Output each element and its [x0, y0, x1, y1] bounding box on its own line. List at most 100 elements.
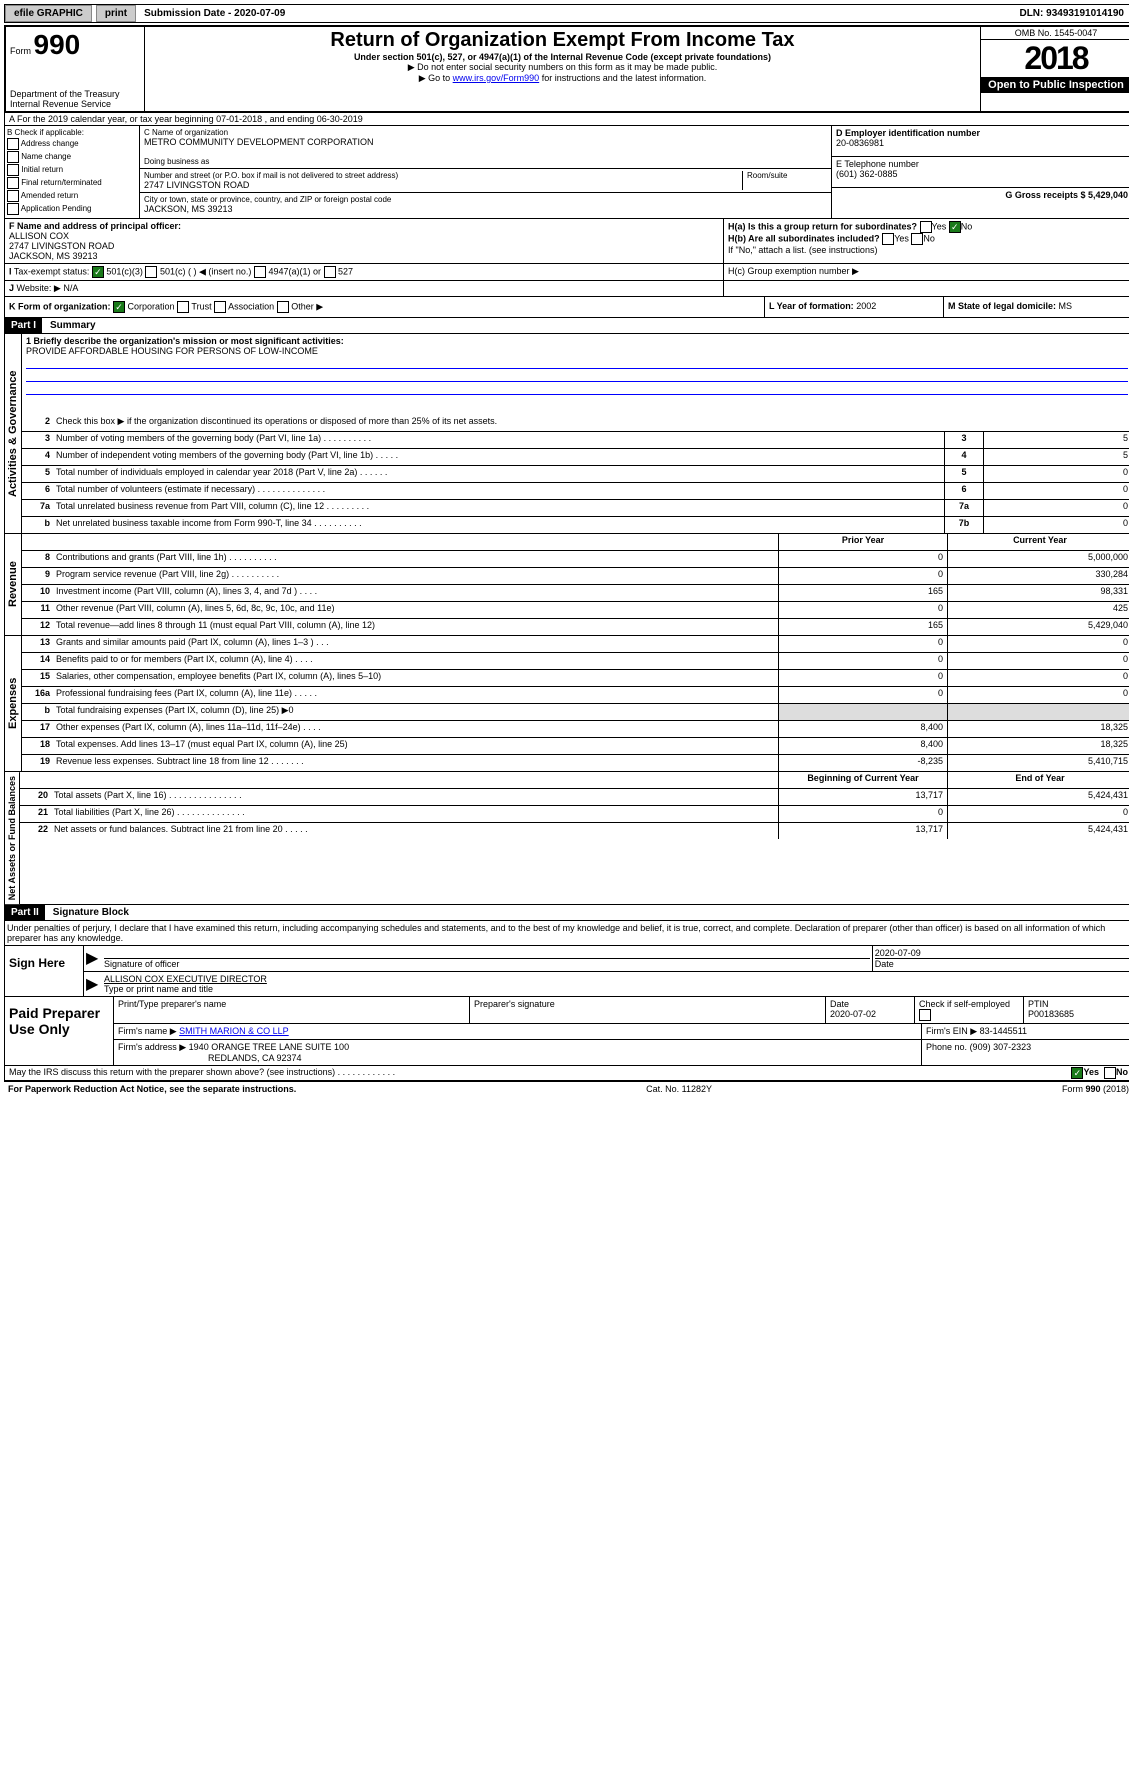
section-bcd: B Check if applicable: Address change Na… [4, 126, 1129, 219]
signature-disclaimer: Under penalties of perjury, I declare th… [4, 921, 1129, 946]
dln-value: DLN: 93493191014190 [1019, 8, 1129, 19]
part2-title: Signature Block [45, 907, 129, 918]
open-public-badge: Open to Public Inspection [981, 77, 1129, 93]
ha-label: H(a) Is this a group return for subordin… [728, 221, 917, 231]
prep-name-header: Print/Type preparer's name [114, 997, 470, 1023]
row-j: J Website: ▶ N/A [4, 281, 1129, 297]
topbar: efile GRAPHIC print Submission Date - 20… [4, 4, 1129, 23]
discuss-yes-check[interactable]: ✓ [1071, 1067, 1083, 1079]
summary-line: 11Other revenue (Part VIII, column (A), … [22, 602, 1129, 619]
year-formation: 2002 [856, 301, 876, 311]
end-year-header: End of Year [947, 772, 1129, 788]
summary-line: 4Number of independent voting members of… [22, 449, 1129, 466]
summary-line: 14Benefits paid to or for members (Part … [22, 653, 1129, 670]
dept-label: Department of the Treasury Internal Reve… [10, 89, 140, 109]
summary-line: 17Other expenses (Part IX, column (A), l… [22, 721, 1129, 738]
summary-line: 13Grants and similar amounts paid (Part … [22, 636, 1129, 653]
officer-value: ALLISON COX 2747 LIVINGSTON ROAD JACKSON… [9, 231, 719, 261]
summary-line: bNet unrelated business taxable income f… [22, 517, 1129, 533]
ptin-label: PTIN [1028, 999, 1049, 1009]
paid-preparer-label: Paid Preparer Use Only [5, 997, 114, 1065]
line-2: Check this box ▶ if the organization dis… [54, 415, 1129, 431]
check-application-pending[interactable] [7, 203, 19, 215]
footer-mid: Cat. No. 11282Y [646, 1084, 712, 1094]
summary-expenses: Expenses 13Grants and similar amounts pa… [4, 636, 1129, 772]
firm-name-link[interactable]: SMITH MARION & CO LLP [179, 1026, 289, 1036]
name-arrow-icon: ▶ [84, 972, 102, 996]
ha-no-check[interactable]: ✓ [949, 221, 961, 233]
summary-line: 7aTotal unrelated business revenue from … [22, 500, 1129, 517]
side-netassets: Net Assets or Fund Balances [5, 772, 20, 904]
room-label: Room/suite [742, 171, 827, 190]
domicile: MS [1059, 301, 1073, 311]
summary-governance: Activities & Governance 1 Briefly descri… [4, 334, 1129, 534]
check-address-change[interactable] [7, 138, 19, 150]
ein-value: 20-0836981 [836, 138, 1128, 148]
officer-name-title: ALLISON COX EXECUTIVE DIRECTOR [104, 974, 1129, 984]
begin-year-header: Beginning of Current Year [778, 772, 947, 788]
ha-yes-check[interactable] [920, 221, 932, 233]
summary-line: 22Net assets or fund balances. Subtract … [20, 823, 1129, 839]
check-final-return[interactable] [7, 177, 19, 189]
check-self-employed[interactable] [919, 1009, 931, 1021]
org-name: METRO COMMUNITY DEVELOPMENT CORPORATION [144, 137, 827, 147]
tax-year: 2018 [981, 40, 1129, 77]
footer-right: Form 990 (2018) [1062, 1084, 1129, 1094]
check-501c3[interactable]: ✓ [92, 266, 104, 278]
summary-line: 19Revenue less expenses. Subtract line 1… [22, 755, 1129, 771]
summary-revenue: Revenue Prior YearCurrent Year 8Contribu… [4, 534, 1129, 636]
sub3-prefix: ▶ Go to [419, 73, 453, 83]
summary-line: 6Total number of volunteers (estimate if… [22, 483, 1129, 500]
page-footer: For Paperwork Reduction Act Notice, see … [4, 1081, 1129, 1096]
check-527[interactable] [324, 266, 336, 278]
firm-addr-label: Firm's address ▶ [118, 1042, 186, 1052]
paid-preparer-block: Paid Preparer Use Only Print/Type prepar… [4, 997, 1129, 1066]
org-city: JACKSON, MS 39213 [144, 204, 827, 214]
col-b-label: B Check if applicable: [7, 128, 137, 137]
current-year-header: Current Year [947, 534, 1129, 550]
form-label: Form [10, 46, 31, 56]
side-governance: Activities & Governance [5, 334, 22, 533]
firm-name-label: Firm's name ▶ [118, 1026, 177, 1036]
check-name-change[interactable] [7, 151, 19, 163]
part2-header: Part II [5, 905, 45, 920]
form-org-label: K Form of organization: [9, 301, 111, 311]
check-initial-return[interactable] [7, 164, 19, 176]
summary-line: 8Contributions and grants (Part VIII, li… [22, 551, 1129, 568]
firm-addr2: REDLANDS, CA 92374 [208, 1053, 302, 1063]
summary-line: 5Total number of individuals employed in… [22, 466, 1129, 483]
summary-line: 20Total assets (Part X, line 16) . . . .… [20, 789, 1129, 806]
check-corporation[interactable]: ✓ [113, 301, 125, 313]
check-501c[interactable] [145, 266, 157, 278]
form-title: Return of Organization Exempt From Incom… [147, 29, 978, 52]
part1-title: Summary [42, 320, 96, 331]
tel-value: (601) 362-0885 [836, 169, 1128, 179]
check-other[interactable] [277, 301, 289, 313]
officer-name-label: Type or print name and title [104, 984, 1129, 994]
summary-line: 18Total expenses. Add lines 13–17 (must … [22, 738, 1129, 755]
discuss-no-check[interactable] [1104, 1067, 1116, 1079]
sig-date-label: Date [875, 958, 1129, 969]
hb-attach-text: If "No," attach a list. (see instruction… [728, 245, 1128, 255]
mission-label: 1 Briefly describe the organization's mi… [26, 336, 344, 346]
summary-line: 9Program service revenue (Part VIII, lin… [22, 568, 1129, 585]
summary-line: 10Investment income (Part VIII, column (… [22, 585, 1129, 602]
part2-header-row: Part II Signature Block [4, 905, 1129, 921]
print-button[interactable]: print [96, 5, 136, 22]
ein-label: D Employer identification number [836, 128, 1128, 138]
form-subtitle-2: ▶ Do not enter social security numbers o… [147, 62, 978, 73]
side-expenses: Expenses [5, 636, 22, 771]
check-amended-return[interactable] [7, 190, 19, 202]
instructions-link[interactable]: www.irs.gov/Form990 [453, 73, 540, 83]
row-k: K Form of organization: ✓ Corporation Tr… [4, 297, 1129, 318]
check-trust[interactable] [177, 301, 189, 313]
officer-label: F Name and address of principal officer: [9, 221, 719, 231]
row-f-h: F Name and address of principal officer:… [4, 219, 1129, 264]
summary-line: 3Number of voting members of the governi… [22, 432, 1129, 449]
signature-arrow-icon: ▶ [84, 946, 102, 971]
check-association[interactable] [214, 301, 226, 313]
summary-line: 12Total revenue—add lines 8 through 11 (… [22, 619, 1129, 635]
check-4947[interactable] [254, 266, 266, 278]
hb-yes-check[interactable] [882, 233, 894, 245]
hb-no-check[interactable] [911, 233, 923, 245]
